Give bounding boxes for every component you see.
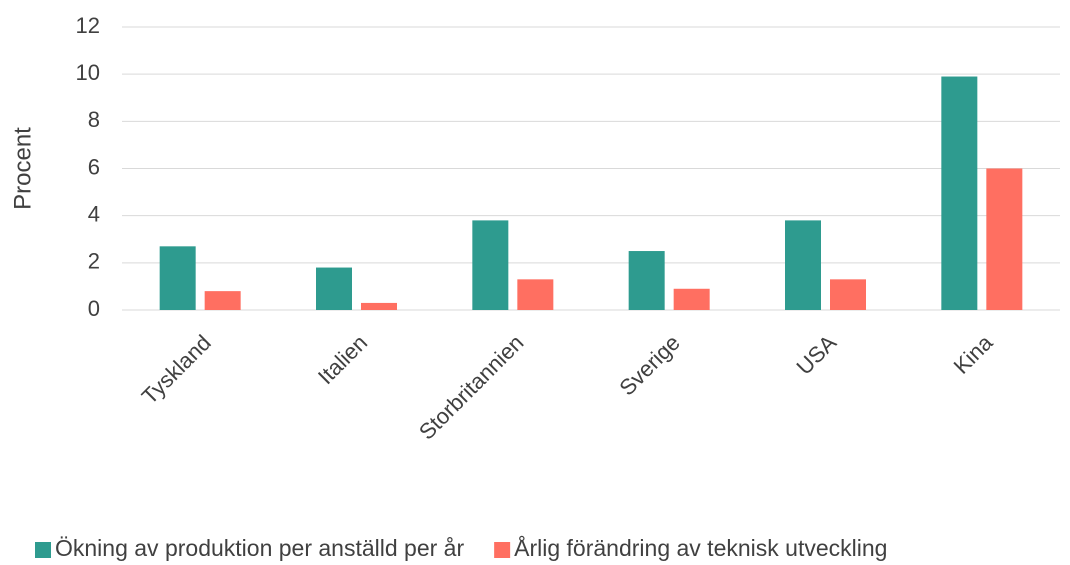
bar (204, 291, 241, 310)
bar (316, 267, 352, 310)
x-tick-label: Storbritannien (414, 330, 529, 445)
y-axis-label: Procent (9, 127, 36, 210)
bar (517, 279, 554, 310)
x-tick-label: Sverige (614, 330, 684, 400)
x-tick-label: Kina (949, 329, 998, 378)
bar (159, 246, 196, 310)
x-tick-label: Tyskland (137, 330, 216, 409)
y-tick-label: 4 (88, 201, 100, 226)
bar (628, 251, 665, 310)
bar (785, 220, 821, 310)
legend-label: Årlig förändring av teknisk utveckling (514, 534, 887, 561)
x-tick-label: Italien (313, 330, 372, 389)
legend-label: Ökning av produktion per anställd per år (55, 535, 464, 561)
bar (472, 220, 509, 310)
y-tick-label: 2 (88, 249, 100, 274)
legend-swatch (494, 542, 511, 558)
y-tick-label: 12 (76, 13, 100, 38)
legend-swatch (35, 542, 51, 558)
legend: Ökning av produktion per anställd per år… (35, 534, 887, 561)
bar (361, 302, 397, 310)
bar (673, 288, 710, 310)
x-tick-label: USA (791, 330, 841, 380)
bar (941, 76, 978, 311)
bar (830, 279, 866, 310)
y-tick-label: 6 (88, 154, 100, 179)
y-tick-label: 0 (88, 296, 100, 321)
y-tick-label: 8 (88, 107, 100, 132)
y-tick-label: 10 (76, 60, 100, 85)
bar (986, 168, 1023, 310)
